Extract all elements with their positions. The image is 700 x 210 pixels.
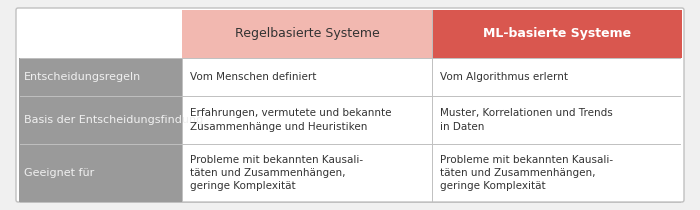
Bar — [19, 96, 182, 144]
Text: Regelbasierte Systeme: Regelbasierte Systeme — [234, 28, 379, 41]
Text: Geeignet für: Geeignet für — [24, 168, 94, 178]
Text: ML-basierte Systeme: ML-basierte Systeme — [483, 28, 631, 41]
Text: Erfahrungen, vermutete und bekannte
Zusammenhänge und Heuristiken: Erfahrungen, vermutete und bekannte Zusa… — [190, 108, 391, 132]
Text: Entscheidungsregeln: Entscheidungsregeln — [24, 72, 141, 82]
FancyBboxPatch shape — [16, 8, 684, 202]
Text: Probleme mit bekannten Kausali-
täten und Zusammenhängen,
geringe Komplexität: Probleme mit bekannten Kausali- täten un… — [440, 155, 613, 191]
Text: Vom Algorithmus erlernt: Vom Algorithmus erlernt — [440, 72, 568, 82]
Bar — [19, 58, 182, 96]
Text: Vom Menschen definiert: Vom Menschen definiert — [190, 72, 316, 82]
Text: Probleme mit bekannten Kausali-
täten und Zusammenhängen,
geringe Komplexität: Probleme mit bekannten Kausali- täten un… — [190, 155, 363, 191]
Text: Muster, Korrelationen und Trends
in Daten: Muster, Korrelationen und Trends in Date… — [440, 108, 612, 132]
Bar — [182, 10, 432, 58]
Text: Basis der Entscheidungsfindung: Basis der Entscheidungsfindung — [24, 115, 203, 125]
Bar — [432, 10, 682, 58]
Bar — [19, 144, 182, 202]
